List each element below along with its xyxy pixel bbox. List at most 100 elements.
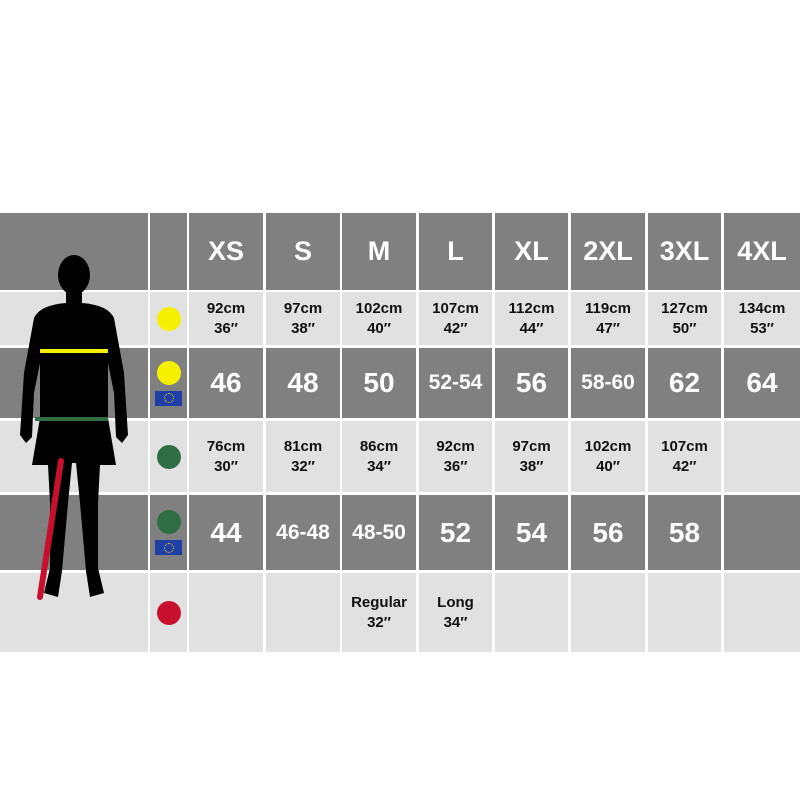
waist-marker-icon [156,444,181,469]
table-cell: 134cm 53″ [724,292,800,345]
table-cell [724,573,800,652]
waist-line-icon [35,417,108,421]
table-cell: 58-60 [571,348,645,418]
size-label: 2XL [583,236,633,266]
measure-secondary: 42″ [672,457,697,475]
table-cell: 97cm 38″ [266,292,340,345]
measure-primary: 92cm [436,437,475,455]
size-label: L [447,236,464,266]
table-cell: 46-48 [266,495,340,570]
eu-size-value: 44 [210,516,242,548]
measure-primary: 134cm [738,299,786,317]
eu-size-value: 64 [746,367,778,398]
eu-flag-icon [155,390,182,406]
table-cell: 44 [189,495,263,570]
table-cell [648,573,721,652]
measure-secondary: 44″ [519,319,544,337]
measure-secondary: 53″ [750,319,774,337]
table-cell: 56 [571,495,645,570]
table-cell: 107cm 42″ [648,421,721,492]
table-cell: 102cm 40″ [342,292,416,345]
measure-primary: Regular [351,593,407,611]
eu-size-value: 56 [515,367,548,398]
measure-primary: 107cm [432,299,479,317]
eu-size-value: 62 [668,367,701,398]
size-header: L [419,213,492,290]
measure-primary: 81cm [283,437,323,455]
table-cell: 46 [189,348,263,418]
chest-marker-icon [156,306,181,331]
size-header: 4XL [724,213,800,290]
table-cell: Regular 32″ [342,573,416,652]
measure-primary: Long [437,593,474,611]
measure-primary: 102cm [355,299,403,317]
measure-secondary: 32″ [367,613,391,631]
table-cell: 97cm 38″ [495,421,568,492]
table-cell [495,573,568,652]
eu-size-value: 54 [515,516,548,548]
table-cell: 119cm 47″ [571,292,645,345]
table-cell: 50 [342,348,416,418]
table-cell: 81cm 32″ [266,421,340,492]
measure-secondary: 34″ [367,457,391,475]
measure-primary: 112cm [508,299,555,317]
size-label: XS [207,236,245,266]
table-cell: 48-50 [342,495,416,570]
table-cell [724,495,800,570]
measure-secondary: 42″ [443,319,468,337]
measure-secondary: 38″ [291,319,315,337]
figure-column-band [0,495,148,570]
eu-size-value: 58 [668,516,701,548]
eu-size-value: 58-60 [581,371,635,394]
table-cell [189,573,263,652]
table-cell: 107cm 42″ [419,292,492,345]
eu-size-value: 46-48 [276,520,330,544]
eu-size-value: 46 [210,367,242,398]
chest-line-icon [40,349,108,353]
table-cell [571,573,645,652]
measure-primary: 86cm [359,437,399,455]
table-cell: 62 [648,348,721,418]
measure-primary: 102cm [584,437,632,455]
measure-secondary: 40″ [596,457,620,475]
table-cell: 92cm 36″ [419,421,492,492]
table-cell: 54 [495,495,568,570]
marker-cell [150,348,187,418]
measure-primary: 92cm [206,299,246,317]
table-cell: 92cm 36″ [189,292,263,345]
header-blank [150,213,187,290]
size-header: M [342,213,416,290]
measure-secondary: 40″ [367,319,391,337]
size-label: M [367,236,391,266]
table-cell: 52 [419,495,492,570]
size-header: 3XL [648,213,721,290]
size-label: XL [514,236,549,266]
eu-flag-icon [155,540,182,555]
marker-cell [150,573,187,652]
size-header: XS [189,213,263,290]
measure-secondary: 34″ [443,613,468,631]
measure-secondary: 47″ [596,319,620,337]
measure-primary: 97cm [512,437,551,455]
table-cell: 48 [266,348,340,418]
table-cell: 58 [648,495,721,570]
measure-secondary: 30″ [214,457,238,475]
measure-primary: 127cm [661,299,708,317]
chest-marker-icon [156,360,181,385]
leg-line-icon [37,458,64,600]
figure-column-band [0,573,148,652]
table-cell [266,573,340,652]
measure-secondary: 36″ [214,319,238,337]
eu-size-value: 52 [439,516,472,548]
eu-size-value: 52-54 [428,371,483,394]
measure-primary: 119cm [585,299,631,317]
eu-size-value: 56 [592,516,624,548]
leg-marker-icon [156,600,181,625]
measure-secondary: 32″ [291,457,315,475]
measure-primary: 107cm [661,437,708,455]
table-cell [724,421,800,492]
table-cell: 76cm 30″ [189,421,263,492]
table-cell: 64 [724,348,800,418]
table-cell: 86cm 34″ [342,421,416,492]
size-label: 4XL [737,236,787,266]
